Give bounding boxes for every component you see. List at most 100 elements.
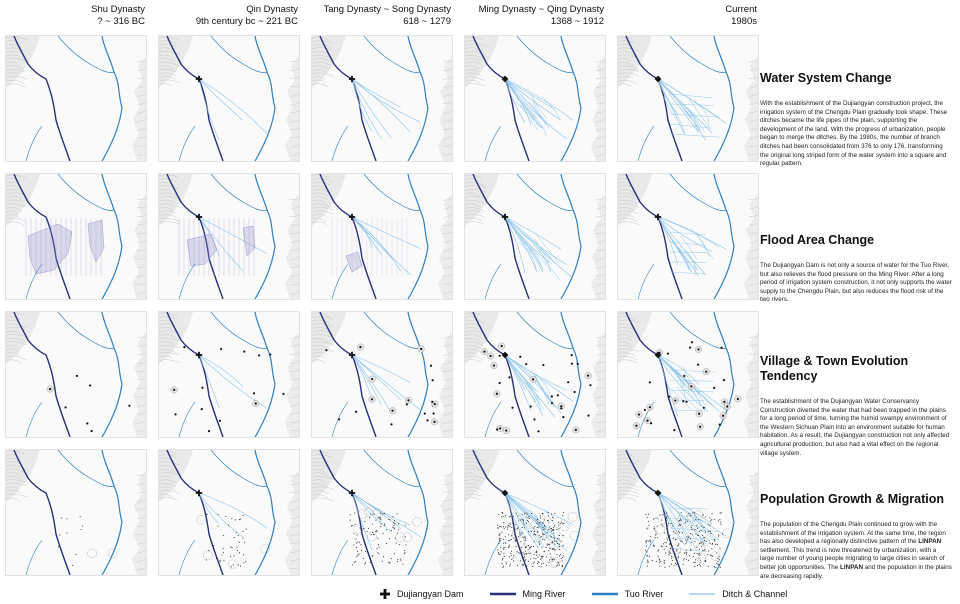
mountain-area xyxy=(159,174,299,299)
dujiangyan-dam-icon xyxy=(195,213,203,221)
ming-river-line-icon xyxy=(489,592,516,596)
dujiangyan-dam-icon xyxy=(195,489,203,497)
section-water-system: Water System Change With the establishme… xyxy=(760,71,952,169)
dujiangyan-dam-icon xyxy=(348,213,356,221)
ming-river xyxy=(472,36,530,161)
village-markers xyxy=(481,342,592,434)
dujiangyan-dam-icon xyxy=(195,351,203,359)
column-header: Qin Dynasty 9th century bc ~ 221 BC xyxy=(158,4,298,28)
plain-map xyxy=(312,36,452,161)
tuo-river xyxy=(254,450,276,575)
map-panel xyxy=(158,311,300,438)
mountain-area xyxy=(159,450,299,575)
dujiangyan-dam-icon xyxy=(348,489,356,497)
plain-map xyxy=(312,174,452,299)
tuo-river xyxy=(101,450,123,575)
mountain-area xyxy=(312,174,452,299)
ditch-network xyxy=(504,354,574,418)
ditch-network xyxy=(657,354,727,417)
plain-map xyxy=(159,312,299,437)
map-panel xyxy=(311,311,453,438)
plain-map xyxy=(618,312,758,437)
population-dots xyxy=(497,512,580,568)
ditch-network xyxy=(657,78,727,141)
dynasty-name: Ming Dynasty ~ Qing Dynasty xyxy=(478,4,604,15)
plain-map xyxy=(618,174,758,299)
plain-map xyxy=(6,450,146,575)
tuo-river-line-icon xyxy=(591,592,618,596)
section-text: The establishment of the Dujiangyan Wate… xyxy=(760,398,950,457)
ming-river xyxy=(13,312,71,437)
map-panel xyxy=(617,35,759,162)
column-header: Tang Dynasty ~ Song Dynasty 618 ~ 1279 xyxy=(311,4,451,28)
plain-map xyxy=(159,36,299,161)
ming-river xyxy=(166,174,224,299)
ming-river xyxy=(625,312,683,437)
cross-icon xyxy=(380,589,390,599)
tuo-river xyxy=(407,450,429,575)
map-panel xyxy=(158,35,300,162)
ditch-network xyxy=(504,216,574,281)
mountain-area xyxy=(6,36,146,161)
map-panel xyxy=(5,311,147,438)
tuo-river xyxy=(101,312,123,437)
dynasty-period: 618 ~ 1279 xyxy=(403,16,451,27)
ming-river xyxy=(319,174,377,299)
tuo-river xyxy=(407,174,429,299)
tuo-river xyxy=(407,312,429,437)
tuo-river xyxy=(713,36,735,161)
dynasty-period: 9th century bc ~ 221 BC xyxy=(195,16,298,27)
population-dots xyxy=(349,507,422,566)
village-markers xyxy=(325,343,439,426)
plain-map xyxy=(465,450,605,575)
dujiangyan-dam-icon xyxy=(348,75,356,83)
legend-item-tuo-river: Tuo River xyxy=(591,589,663,599)
tuo-river xyxy=(560,36,582,161)
ditch-network xyxy=(351,492,421,551)
ming-river xyxy=(13,450,71,575)
map-panel xyxy=(158,449,300,576)
plain-map xyxy=(6,36,146,161)
dynasty-period: 1368 ~ 1912 xyxy=(550,16,604,27)
ditch-network xyxy=(351,216,421,276)
ming-river xyxy=(319,36,377,161)
mountain-area xyxy=(312,36,452,161)
plain-map xyxy=(159,450,299,575)
flood-area xyxy=(331,218,408,276)
legend-item-ditch: Ditch & Channel xyxy=(689,589,787,599)
ditch-network xyxy=(657,492,727,552)
ditch-network xyxy=(351,78,421,140)
map-panel xyxy=(5,449,147,576)
mountain-area xyxy=(6,312,146,437)
mountain-area xyxy=(465,450,605,575)
village-markers xyxy=(170,346,285,433)
tuo-river xyxy=(101,174,123,299)
map-panel xyxy=(617,311,759,438)
column-header: Shu Dynasty ? ~ 316 BC xyxy=(5,4,145,28)
section-flood-area: Flood Area Change The Dujiangyan Dam is … xyxy=(760,233,952,305)
tuo-river xyxy=(560,450,582,575)
tuo-river xyxy=(254,36,276,161)
population-dots xyxy=(644,510,732,569)
ditch-network xyxy=(504,78,574,140)
mountain-area xyxy=(618,312,758,437)
tuo-river xyxy=(254,174,276,299)
ditch-network xyxy=(198,492,268,538)
plain-map xyxy=(465,36,605,161)
tuo-river xyxy=(713,450,735,575)
dujiangyan-dam-icon xyxy=(501,75,509,83)
section-text: The Dujiangyan Dam is not only a source … xyxy=(760,262,952,304)
tuo-river xyxy=(407,36,429,161)
dynasty-name: Tang Dynasty ~ Song Dynasty xyxy=(323,4,451,15)
population-dots xyxy=(58,516,118,566)
section-title: Flood Area Change xyxy=(760,233,875,247)
mountain-area xyxy=(312,450,452,575)
mountain-area xyxy=(159,36,299,161)
village-markers xyxy=(633,341,742,432)
ditch-line-icon xyxy=(689,593,716,595)
mountain-area xyxy=(312,312,452,437)
tuo-river xyxy=(560,312,582,437)
map-panel xyxy=(5,173,147,300)
mountain-area xyxy=(465,312,605,437)
ditch-network xyxy=(198,354,268,409)
